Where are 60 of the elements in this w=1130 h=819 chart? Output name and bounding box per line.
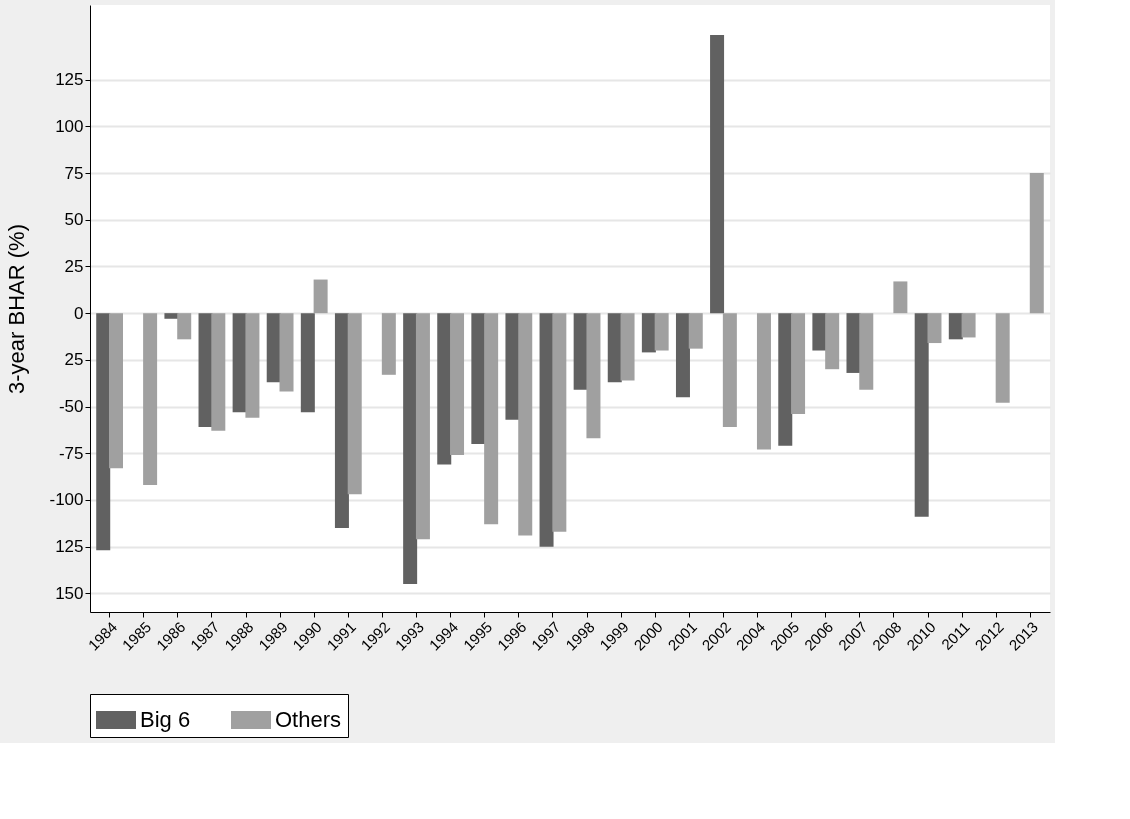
bar xyxy=(654,313,669,351)
y-tick-label: -100 xyxy=(49,490,84,510)
bar xyxy=(948,313,963,340)
bar xyxy=(675,313,690,398)
bar xyxy=(893,281,908,314)
bar xyxy=(245,313,260,418)
bar xyxy=(381,313,396,375)
legend-label: Others xyxy=(275,707,342,732)
bar xyxy=(437,313,452,465)
bar xyxy=(791,313,806,415)
bar xyxy=(722,313,737,428)
bar xyxy=(812,313,827,351)
bar xyxy=(211,313,226,431)
y-tick-label: 75 xyxy=(64,163,84,183)
bar xyxy=(450,313,465,456)
bar xyxy=(313,279,328,314)
y-axis-title: 3-year BHAR (%) xyxy=(4,224,30,394)
bar xyxy=(484,313,499,525)
bar xyxy=(164,313,179,319)
bar xyxy=(586,313,601,439)
bar xyxy=(177,313,192,340)
bar xyxy=(518,313,533,536)
y-tick-label: 150 xyxy=(55,583,84,603)
bar xyxy=(688,313,703,349)
bar xyxy=(927,313,942,344)
bar xyxy=(403,313,418,584)
bar xyxy=(1029,173,1044,314)
y-tick-label: -75 xyxy=(58,443,84,463)
legend-label: Big 6 xyxy=(140,707,191,732)
y-tick-label: -50 xyxy=(58,397,84,417)
bar xyxy=(109,313,123,469)
bar xyxy=(641,313,656,353)
bar xyxy=(266,313,281,383)
bar xyxy=(471,313,486,444)
bar xyxy=(914,313,929,517)
bar xyxy=(300,313,315,413)
bar xyxy=(607,313,622,383)
bar xyxy=(846,313,861,373)
bar xyxy=(334,313,349,528)
y-tick-label: 125 xyxy=(55,537,84,557)
y-tick-label: 25 xyxy=(64,350,84,370)
bar xyxy=(96,313,111,551)
y-tick-label: 100 xyxy=(55,116,84,136)
y-tick-label: 0 xyxy=(74,303,84,323)
y-tick-label: 25 xyxy=(64,256,84,276)
y-tick-label: 50 xyxy=(64,210,84,230)
bar xyxy=(143,313,158,485)
y-tick-label: 125 xyxy=(55,70,84,90)
bar xyxy=(620,313,635,381)
bar xyxy=(859,313,874,390)
bar xyxy=(778,313,793,446)
bar xyxy=(415,313,430,540)
bar xyxy=(279,313,294,392)
bar xyxy=(825,313,840,370)
bar xyxy=(552,313,567,532)
bar xyxy=(710,34,725,314)
bar xyxy=(995,313,1010,403)
bar xyxy=(961,313,976,338)
bar xyxy=(756,313,771,450)
bar xyxy=(347,313,362,495)
